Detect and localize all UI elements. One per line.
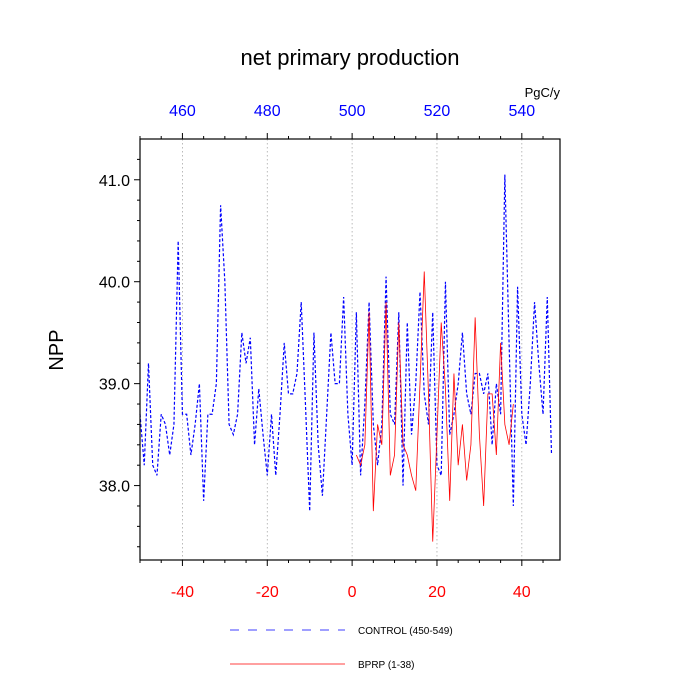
gridlines [182,139,523,560]
x-tick-label-bottom: 40 [513,584,531,601]
x-tick-label-top: 480 [254,103,281,120]
x-tick-label-bottom: -20 [256,584,279,601]
x-tick-label-top: 540 [508,103,535,120]
legend-label: CONTROL (450-549) [358,626,453,637]
axis-ticks [134,133,544,566]
chart-title: net primary production [241,45,460,70]
y-tick-label: 39.0 [99,377,130,394]
y-tick-label: 40.0 [99,275,130,292]
x-tick-label-top: 520 [424,103,451,120]
y-tick-label: 41.0 [99,173,130,190]
x-tick-label-top: 460 [169,103,196,120]
legend: CONTROL (450-549) BPRP (1-38) [230,626,453,671]
x-tick-label-bottom: -40 [171,584,194,601]
series-line-control [139,174,553,512]
y-tick-label: 38.0 [99,479,130,496]
units-label: PgC/y [525,85,561,100]
series-line-bprp [355,271,514,542]
plot-frame [139,138,561,561]
data-series [139,174,553,542]
legend-label: BPRP (1-38) [358,660,415,671]
x-tick-label-bottom: 0 [348,584,357,601]
x-tick-label-top: 500 [339,103,366,120]
y-axis-label: NPP [46,329,68,370]
x-tick-label-bottom: 20 [428,584,446,601]
tick-labels: 38.0 39.0 40.0 41.0 -40 -20 0 20 40 460 480 500 520 5… [99,103,535,601]
